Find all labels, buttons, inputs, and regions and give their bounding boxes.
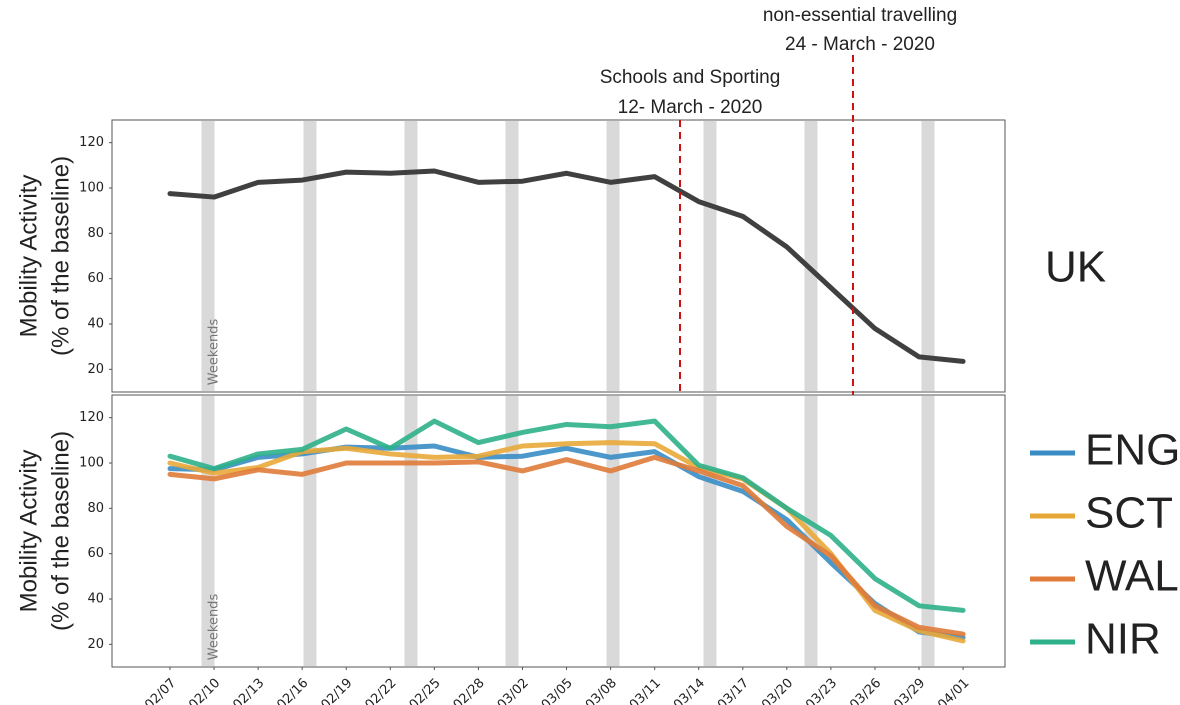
band-label: Weekends — [207, 594, 222, 661]
y-tick-label: 40 — [87, 317, 104, 332]
weekend-band — [303, 121, 317, 391]
x-tick-label: 02/16 — [274, 676, 311, 705]
panel-frame — [111, 119, 1006, 393]
x-tick-label: 03/20 — [759, 676, 796, 705]
x-tick-label: 03/29 — [891, 676, 928, 705]
legend-label: SCT — [1085, 489, 1173, 538]
band-label: Weekends — [207, 319, 222, 386]
x-tick-label: 02/07 — [142, 676, 179, 705]
weekend-band — [921, 121, 935, 391]
x-tick-label: 04/01 — [935, 676, 972, 705]
series-line — [167, 168, 966, 364]
y-axis-label: Mobility Activity — [15, 450, 42, 613]
y-tick-label: 80 — [87, 501, 104, 516]
y-tick-label: 120 — [79, 135, 104, 150]
y-tick-label: 20 — [87, 637, 104, 652]
weekend-band — [703, 396, 717, 666]
y-tick-label: 40 — [87, 592, 104, 607]
x-tick-label: 02/19 — [318, 676, 355, 705]
x-tick-label: 03/17 — [715, 676, 752, 705]
annotation: non-essential travelling — [763, 5, 957, 26]
legend-label: ENG — [1085, 426, 1180, 475]
x-tick-label: 02/28 — [451, 676, 488, 705]
x-tick-label: 03/14 — [671, 676, 708, 705]
annotation: 24 - March - 2020 — [785, 34, 935, 55]
y-tick-label: 100 — [79, 456, 104, 471]
y-axis-label: Mobility Activity — [15, 175, 42, 338]
weekend-band — [201, 121, 215, 391]
x-tick-label: 02/22 — [363, 676, 400, 705]
series-line — [167, 418, 966, 613]
y-tick-label: 120 — [79, 410, 104, 425]
x-tick-label: 02/10 — [186, 676, 223, 705]
y-tick-label: 100 — [79, 181, 104, 196]
weekend-band — [505, 121, 519, 391]
y-tick-label: 20 — [87, 362, 104, 377]
weekend-band — [505, 396, 519, 666]
x-tick-label: 03/08 — [583, 676, 620, 705]
x-tick-label: 02/25 — [407, 676, 444, 705]
y-tick-label: 80 — [87, 226, 104, 241]
weekend-band — [703, 121, 717, 391]
annotation: Schools and Sporting — [600, 67, 781, 88]
annotation: 12- March - 2020 — [618, 97, 763, 118]
weekend-band — [606, 396, 620, 666]
x-tick-label: 03/11 — [627, 676, 664, 705]
weekend-band — [804, 121, 818, 391]
y-axis-label: (% of the baseline) — [47, 431, 74, 631]
x-tick-label: 03/23 — [803, 676, 840, 705]
y-tick-label: 60 — [87, 546, 104, 561]
x-tick-label: 02/13 — [230, 676, 267, 705]
x-tick-label: 03/05 — [539, 676, 576, 705]
panel-title: UK — [1045, 243, 1106, 292]
y-axis-label: (% of the baseline) — [47, 156, 74, 356]
x-tick-label: 03/26 — [847, 676, 884, 705]
legend-label: NIR — [1085, 615, 1161, 664]
weekend-band — [921, 396, 935, 666]
y-tick-label: 60 — [87, 271, 104, 286]
series-line — [167, 454, 966, 637]
panel-frame — [111, 394, 1006, 668]
x-tick-label: 03/02 — [495, 676, 532, 705]
weekend-band — [404, 121, 418, 391]
weekend-band — [606, 121, 620, 391]
legend-label: WAL — [1085, 552, 1179, 601]
weekend-band — [303, 396, 317, 666]
